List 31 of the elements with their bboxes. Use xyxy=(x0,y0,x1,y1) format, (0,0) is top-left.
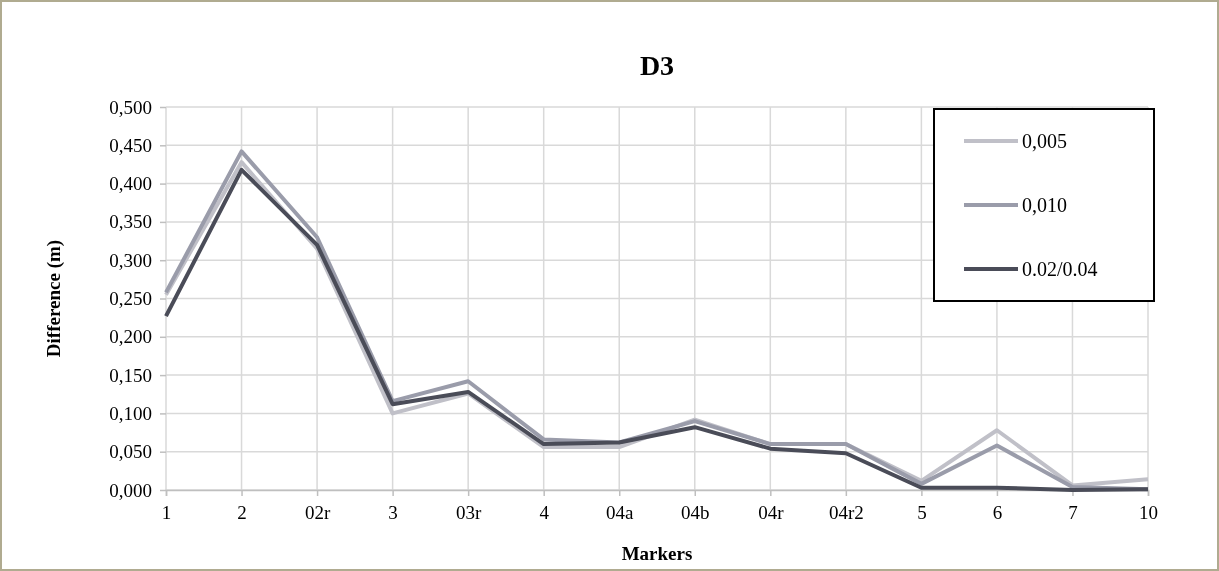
x-tick-label: 1 xyxy=(161,502,172,524)
x-tick-label: 6 xyxy=(992,502,1003,524)
x-axis-title: Markers xyxy=(621,543,693,564)
y-tick-label: 0,100 xyxy=(109,402,152,424)
y-tick-label: 0,200 xyxy=(109,326,152,348)
y-tick-label: 0,450 xyxy=(109,134,152,156)
x-tick-label: 5 xyxy=(917,502,927,524)
x-tick-label: 7 xyxy=(1068,502,1078,524)
x-tick-label: 04a xyxy=(606,502,635,524)
legend-label: 0,010 xyxy=(1022,194,1067,216)
y-tick-label: 0,150 xyxy=(109,364,152,386)
x-tick-label: 03r xyxy=(455,502,482,524)
x-tick-label: 04r xyxy=(758,502,785,524)
chart-title: D3 xyxy=(639,50,675,81)
x-tick-label: 4 xyxy=(539,502,550,524)
y-tick-label: 0,050 xyxy=(109,441,152,463)
x-tick-label: 02r xyxy=(304,502,331,524)
y-tick-label: 0,250 xyxy=(109,288,152,310)
legend-label: 0,005 xyxy=(1022,130,1067,152)
y-tick-label: 0,400 xyxy=(109,173,152,195)
y-axis-title: Difference (m) xyxy=(43,239,65,358)
x-tick-label: 10 xyxy=(1139,502,1158,524)
y-tick-label: 0,300 xyxy=(109,249,152,271)
y-tick-label: 0,350 xyxy=(109,211,152,233)
y-tick-label: 0,500 xyxy=(109,96,152,118)
x-tick-label: 04r2 xyxy=(828,502,864,524)
y-tick-label: 0,000 xyxy=(109,479,152,501)
x-tick-label: 2 xyxy=(237,502,247,524)
x-tick-label: 04b xyxy=(681,502,710,524)
x-tick-label: 3 xyxy=(388,502,398,524)
legend-label: 0.02/0.04 xyxy=(1022,258,1098,280)
